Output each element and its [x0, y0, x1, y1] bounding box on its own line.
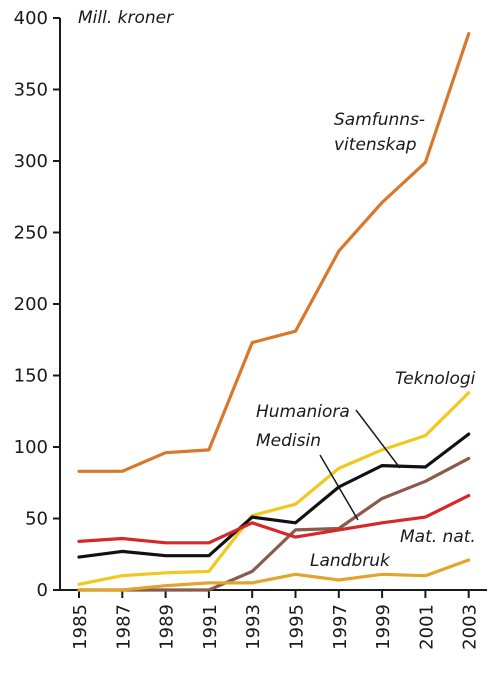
series-label: Teknologi [395, 369, 476, 389]
x-tick-label: 2003 [460, 604, 481, 650]
series-label: Mat. nat. [400, 527, 476, 547]
y-tick-label: 0 [37, 580, 48, 601]
series-label: Landbruk [310, 551, 391, 571]
x-tick-label: 1999 [373, 604, 394, 650]
series-label: vitenskap [334, 135, 417, 155]
y-tick-label: 300 [14, 151, 48, 172]
y-tick-label: 250 [14, 223, 48, 244]
series-label: Medisin [256, 431, 321, 451]
x-tick-label: 1991 [200, 604, 221, 650]
series-line-medisin [77, 456, 471, 592]
y-tick-label: 150 [14, 366, 48, 387]
chart-axes [59, 18, 487, 591]
x-tick-label: 1995 [287, 604, 308, 650]
y-tick-label: 100 [14, 437, 48, 458]
series-line-mat-nat [77, 494, 471, 545]
x-tick-label: 1989 [157, 604, 178, 650]
x-tick-label: 2001 [416, 604, 437, 650]
series-label: Humaniora [256, 402, 350, 422]
x-tick-label: 1997 [330, 604, 351, 650]
unit-label: Mill. kroner [78, 8, 174, 28]
leader-line-medisin [319, 454, 359, 521]
series-line-landbruk [77, 558, 471, 592]
y-tick-label: 400 [14, 8, 48, 29]
series-labels: Samfunns-vitenskap Teknologi Humaniora Medi… [256, 110, 476, 571]
x-ticks: 1985 1987 1989 1991 1993 1995 1997 1999 2001 2003 [70, 590, 481, 650]
leader-line-humaniora [355, 409, 401, 469]
x-tick-label: 1993 [243, 604, 264, 650]
series-label: Samfunns- [334, 110, 425, 130]
x-tick-label: 1987 [113, 604, 134, 650]
series-line-samfunns [77, 32, 471, 473]
y-tick-label: 200 [14, 294, 48, 315]
x-tick-label: 1985 [70, 604, 91, 650]
y-tick-label: 50 [25, 509, 48, 530]
series-line-teknologi [77, 391, 471, 586]
series-lines [77, 32, 471, 592]
y-tick-label: 350 [14, 80, 48, 101]
y-ticks: 0 50 100 150 200 250 300 350 400 [14, 8, 60, 601]
series-line-humaniora [77, 432, 471, 559]
